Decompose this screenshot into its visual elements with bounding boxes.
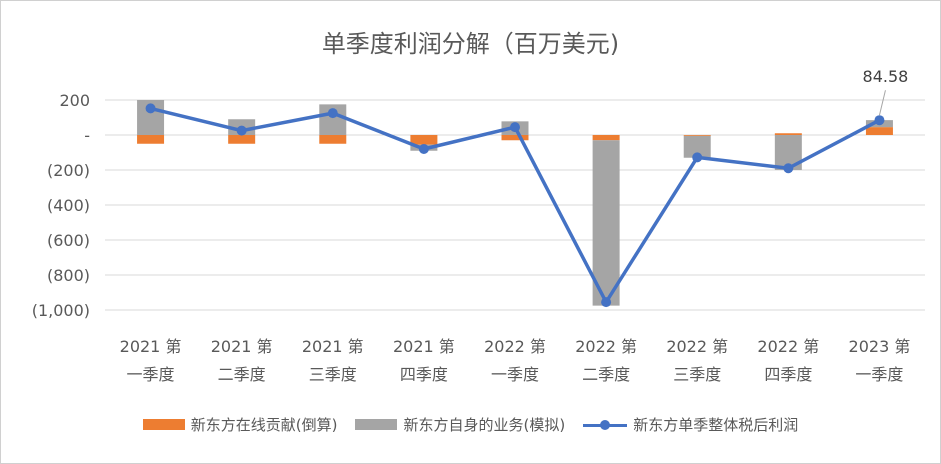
bar-0-1	[228, 135, 256, 144]
x-axis-category-labels: 2021 第一季度 2021 第二季度 2021 第三季度 2021 第四季度 2022…	[120, 337, 911, 384]
line-point-3	[418, 144, 429, 154]
chart-title: 单季度利润分解（百万美元)	[321, 30, 620, 58]
x-category-label: 2022 第一季度	[484, 337, 546, 384]
bar-0-7	[774, 133, 802, 135]
x-category-label: 2021 第二季度	[211, 337, 273, 384]
bar-marks	[137, 100, 893, 306]
data-labels: 84.58	[863, 67, 909, 116]
legend-swatch-total	[583, 419, 628, 431]
bar-0-4	[501, 135, 529, 141]
x-category-label: 2021 第四季度	[393, 337, 455, 384]
annotation-leader	[878, 90, 886, 116]
x-category-label: 2021 第一季度	[120, 337, 182, 384]
line-point-1	[236, 125, 247, 136]
legend-item-total: 新东方单季整体税后利润	[583, 414, 798, 435]
line-point-6	[692, 152, 703, 163]
legend-swatch-online	[142, 419, 185, 430]
y-tick-label: 200	[59, 91, 90, 110]
legend: 新东方在线贡献(倒算) 新东方自身的业务(模拟) 新东方单季整体税后利润	[0, 414, 941, 435]
y-tick-label: (1,000)	[32, 301, 90, 320]
x-category-label: 2021 第三季度	[302, 337, 364, 384]
bar-1-5	[592, 140, 620, 306]
line-point-4	[510, 122, 520, 133]
bar-0-8	[865, 127, 893, 135]
legend-label-core: 新东方自身的业务(模拟)	[403, 416, 566, 434]
line-point-7	[783, 163, 794, 174]
line-series	[145, 103, 885, 308]
bar-0-2	[319, 135, 347, 144]
line-point-2	[327, 108, 338, 119]
bar-0-3	[410, 135, 438, 145]
line-point-5	[601, 297, 612, 308]
x-category-label: 2023 第一季度	[849, 337, 911, 384]
bar-0-5	[592, 135, 620, 141]
y-tick-label: (800)	[47, 266, 90, 285]
legend-item-core: 新东方自身的业务(模拟)	[355, 414, 565, 435]
x-category-label: 2022 第二季度	[575, 337, 637, 384]
legend-item-online: 新东方在线贡献(倒算)	[142, 414, 338, 435]
y-tick-label: (200)	[47, 161, 90, 180]
y-tick-label: -	[84, 126, 90, 145]
y-tick-label: (600)	[47, 231, 90, 250]
x-category-label: 2022 第三季度	[666, 337, 728, 384]
y-axis-tick-labels: 200 - (200) (400) (600) (800) (1,000)	[32, 91, 90, 320]
bar-0-0	[137, 135, 165, 144]
legend-label-online: 新东方在线贡献(倒算)	[190, 416, 338, 434]
line-point-8	[874, 115, 885, 126]
line-point-0	[145, 103, 156, 114]
x-category-label: 2022 第四季度	[757, 337, 819, 384]
legend-label-total: 新东方单季整体税后利润	[633, 416, 799, 434]
legend-swatch-core	[355, 419, 398, 430]
bar-1-6	[683, 135, 711, 158]
data-label: 84.58	[863, 67, 909, 86]
bar-0-6	[683, 135, 711, 136]
y-tick-label: (400)	[47, 196, 90, 215]
